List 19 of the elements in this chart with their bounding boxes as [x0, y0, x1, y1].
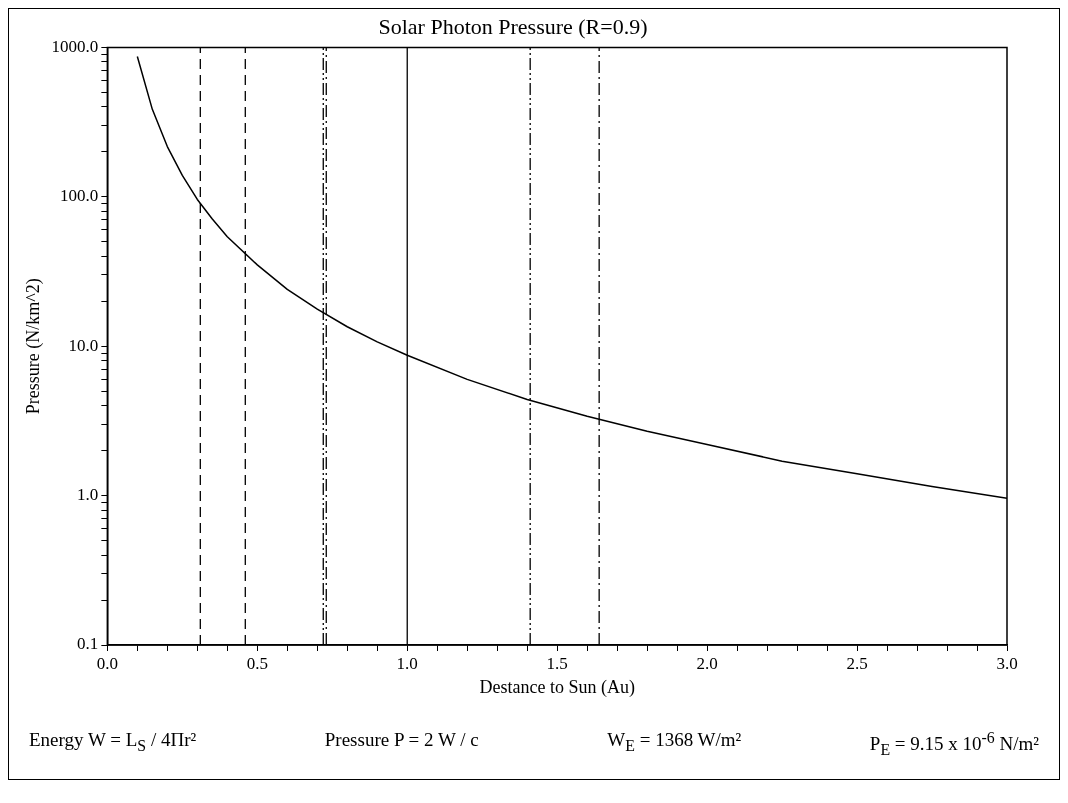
- text: Energy W = L$_{S}$ / 4Πr²: [29, 729, 197, 756]
- text: W$_{E}$ = 1368 W/m²: [607, 729, 742, 756]
- y-tick-label: 1000.0: [51, 36, 99, 56]
- y-tick-label: 0.1: [77, 634, 99, 654]
- x-tick-label: 1.0: [396, 653, 418, 673]
- chart-title: Solar Photon Pressure (R=0.9): [378, 13, 648, 39]
- x-tick-label: 3.0: [996, 653, 1018, 673]
- x-axis-title: Destance to Sun (Au): [479, 676, 635, 698]
- x-tick-label: 0.0: [96, 653, 118, 673]
- y-tick-label: 1.0: [77, 485, 99, 505]
- text: Pressure P = 2 W / c: [324, 729, 479, 752]
- y-tick-label: 10.0: [68, 335, 99, 355]
- y-tick-label: 100.0: [60, 186, 99, 206]
- y-axis-title: Pressure (N/km^2): [22, 278, 44, 415]
- x-tick-label: 0.5: [246, 653, 268, 673]
- text: P$_{E}$ = 9.15 x 10$^{-6}$ N/m²: [869, 729, 1039, 760]
- x-tick-label: 2.0: [696, 653, 718, 673]
- x-tick-label: 1.5: [546, 653, 568, 673]
- x-tick-label: 2.5: [846, 653, 868, 673]
